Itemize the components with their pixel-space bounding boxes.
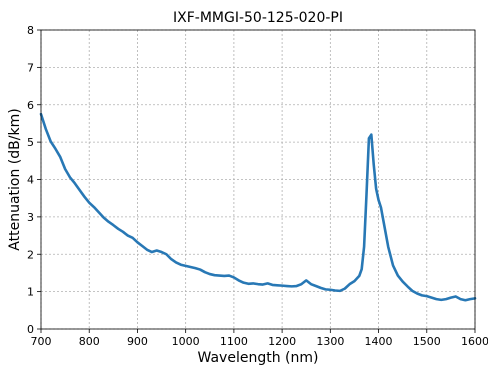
ticks: 700 800 900 1000 1100 1200 1300 1400 1500 1600 0 1 2… [27,24,488,348]
chart-title: IXF-MMGI-50-125-020-PI [173,10,343,26]
y-axis-label: Attenuation (dB/km) [7,108,23,250]
attenuation-series-line [39,112,477,302]
series-layer [39,112,477,302]
x-tick-label: 1200 [268,335,296,348]
x-tick-label: 800 [79,335,100,348]
y-tick-label: 8 [27,24,34,37]
y-tick-label: 6 [27,99,34,112]
x-axis-label: Wavelength (nm) [198,350,319,366]
x-tick-label: 900 [127,335,148,348]
x-tick-label: 700 [31,335,52,348]
x-tick-label: 1300 [316,335,344,348]
y-tick-label: 0 [27,323,34,336]
x-tick-label: 1400 [365,335,393,348]
y-tick-label: 4 [27,174,34,187]
x-tick-label: 1000 [172,335,200,348]
x-tick-label: 1100 [220,335,248,348]
y-tick-label: 5 [27,136,34,149]
y-tick-label: 2 [27,248,34,261]
y-tick-label: 1 [27,286,34,299]
x-tick-label: 1500 [413,335,441,348]
x-tick-label: 1600 [461,335,488,348]
y-tick-label: 7 [27,61,34,74]
y-tick-label: 3 [27,211,34,224]
